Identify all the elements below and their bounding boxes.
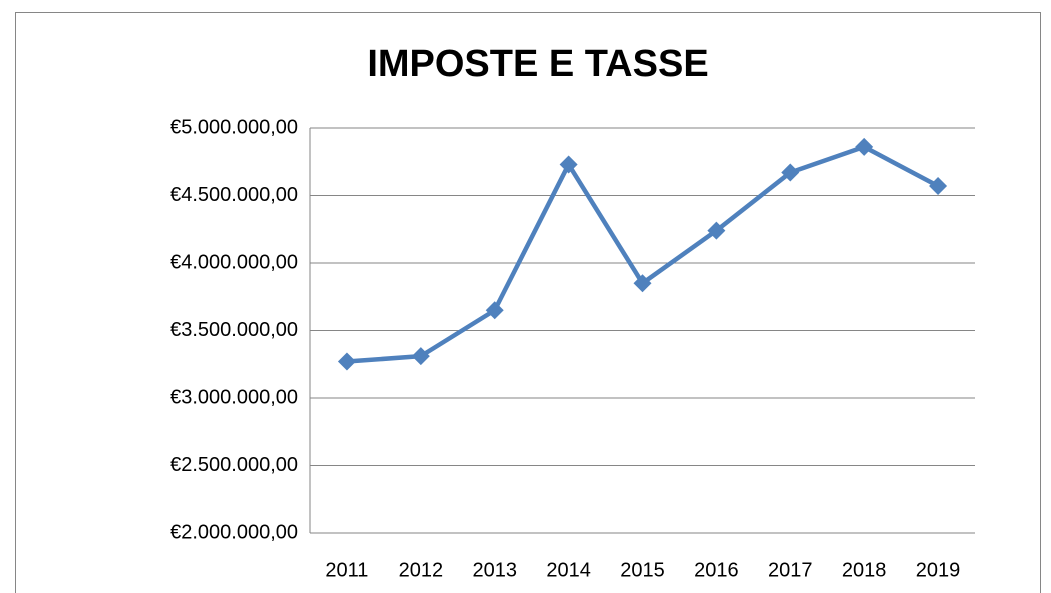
y-tick-label: €5.000.000,00 bbox=[170, 116, 298, 138]
x-tick-label: 2016 bbox=[694, 559, 739, 581]
chart-frame bbox=[15, 12, 1041, 593]
x-tick-label: 2012 bbox=[399, 559, 444, 581]
x-tick-label: 2018 bbox=[842, 559, 887, 581]
x-tick-label: 2013 bbox=[472, 559, 517, 581]
y-tick-label: €4.500.000,00 bbox=[170, 184, 298, 206]
y-tick-label: €4.000.000,00 bbox=[170, 251, 298, 273]
x-tick-label: 2014 bbox=[546, 559, 591, 581]
x-tick-label: 2017 bbox=[768, 559, 813, 581]
y-tick-label: €2.000.000,00 bbox=[170, 521, 298, 543]
x-tick-label: 2011 bbox=[325, 559, 368, 581]
marker bbox=[855, 137, 874, 156]
marker bbox=[559, 155, 578, 174]
x-tick-label: 2019 bbox=[916, 559, 961, 581]
marker bbox=[411, 347, 430, 366]
marker bbox=[485, 301, 504, 320]
marker bbox=[337, 352, 356, 371]
marker bbox=[781, 163, 800, 182]
y-tick-label: €3.500.000,00 bbox=[170, 319, 298, 341]
y-tick-label: €3.000.000,00 bbox=[170, 386, 298, 408]
x-tick-label: 2015 bbox=[620, 559, 665, 581]
marker bbox=[707, 221, 726, 240]
chart-title: IMPOSTE E TASSE bbox=[367, 43, 708, 85]
marker bbox=[633, 274, 652, 293]
y-tick-label: €2.500.000,00 bbox=[170, 454, 298, 476]
marker bbox=[929, 177, 948, 196]
